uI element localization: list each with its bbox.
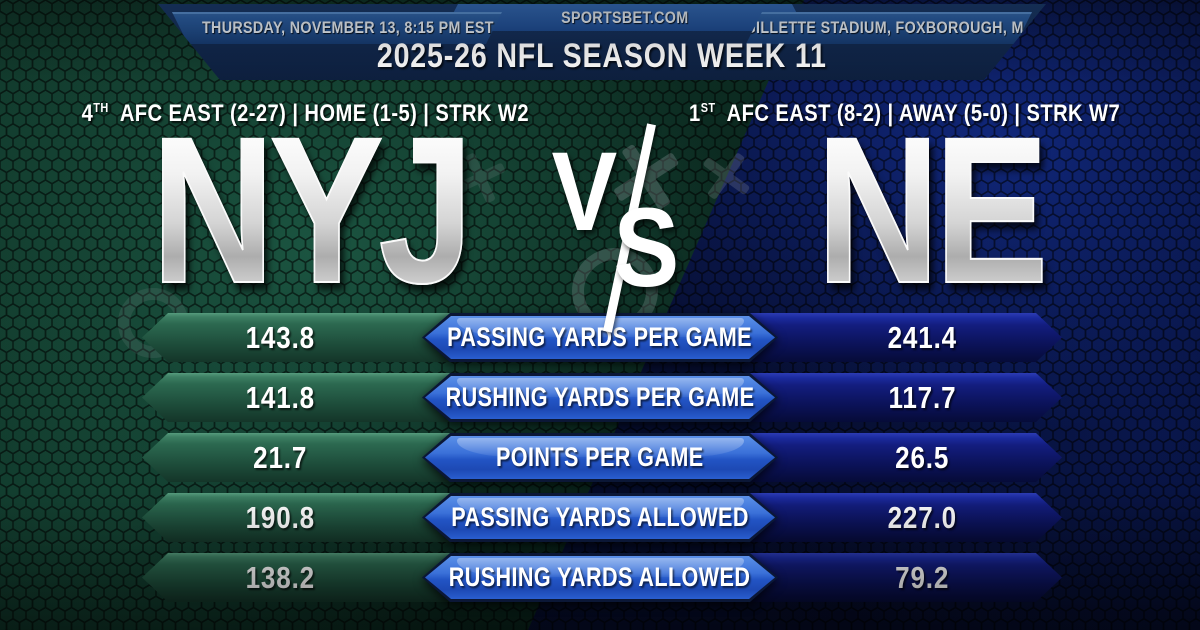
stat-label: PASSING YARDS ALLOWED: [451, 502, 749, 532]
venue-strip: GILLETTE STADIUM, FOXBOROUGH, MA: [746, 12, 1032, 44]
home-stat-value: 21.7: [252, 439, 308, 475]
stat-row: 190.8 227.0 PASSING YARDS ALLOWED: [0, 493, 1200, 542]
away-team-details: AFC EAST (8-2) | AWAY (5-0) | STRK W7: [727, 100, 1121, 127]
header-banner: SPORTSBET.COM THURSDAY, NOVEMBER 13, 8:1…: [158, 4, 1046, 80]
vs-badge: V S: [545, 123, 685, 333]
stat-label: RUSHING YARDS ALLOWED: [449, 562, 751, 592]
home-stat-value: 190.8: [245, 499, 315, 535]
stat-row: 143.8 241.4 PASSING YARDS PER GAME: [0, 313, 1200, 362]
away-stat-value: 26.5: [894, 439, 950, 475]
vs-letter-s: S: [613, 185, 680, 310]
away-stat-value: 227.0: [887, 499, 957, 535]
home-stat-value: 141.8: [245, 379, 315, 415]
stat-label-plate: RUSHING YARDS PER GAME: [422, 373, 778, 422]
vs-letter-v: V: [551, 129, 618, 254]
away-team-abbr: NE: [725, 106, 1135, 316]
stat-label: POINTS PER GAME: [496, 442, 704, 472]
away-stat-value: 117.7: [888, 379, 956, 415]
page-title: 2025-26 NFL SEASON WEEK 11: [377, 36, 827, 75]
home-stat-value: 143.8: [245, 319, 315, 355]
stat-row: 138.2 79.2 RUSHING YARDS ALLOWED: [0, 553, 1200, 602]
venue-label: GILLETTE STADIUM, FOXBOROUGH, MA: [744, 18, 1034, 37]
stat-row: 21.7 26.5 POINTS PER GAME: [0, 433, 1200, 482]
site-label: SPORTSBET.COM: [561, 7, 689, 27]
game-datetime: THURSDAY, NOVEMBER 13, 8:15 PM EST: [202, 18, 494, 37]
home-team-record: 4TH AFC EAST (2-27) | HOME (1-5) | STRK …: [55, 100, 555, 132]
home-team-abbr: NYJ: [105, 106, 515, 316]
away-team-rank-suffix: ST: [701, 100, 716, 115]
away-stat-value: 79.2: [894, 559, 950, 595]
home-team-rank: 4: [81, 100, 93, 127]
stat-label-plate: PASSING YARDS PER GAME: [422, 313, 778, 362]
away-team-record: 1ST AFC EAST (8-2) | AWAY (5-0) | STRK W…: [655, 100, 1155, 132]
home-stat-value: 138.2: [245, 559, 315, 595]
away-stat-value: 241.4: [887, 319, 957, 355]
stat-label-plate: RUSHING YARDS ALLOWED: [422, 553, 778, 602]
stat-label-plate: PASSING YARDS ALLOWED: [422, 493, 778, 542]
stat-row: 141.8 117.7 RUSHING YARDS PER GAME: [0, 373, 1200, 422]
home-team-rank-suffix: TH: [92, 100, 109, 115]
stat-label: PASSING YARDS PER GAME: [447, 322, 753, 352]
stat-label-plate: POINTS PER GAME: [422, 433, 778, 482]
site-strip: SPORTSBET.COM: [444, 4, 806, 31]
stat-label: RUSHING YARDS PER GAME: [445, 382, 755, 412]
date-strip: THURSDAY, NOVEMBER 13, 8:15 PM EST: [172, 12, 502, 44]
home-team-details: AFC EAST (2-27) | HOME (1-5) | STRK W2: [119, 100, 529, 127]
away-team-rank: 1: [689, 100, 702, 127]
